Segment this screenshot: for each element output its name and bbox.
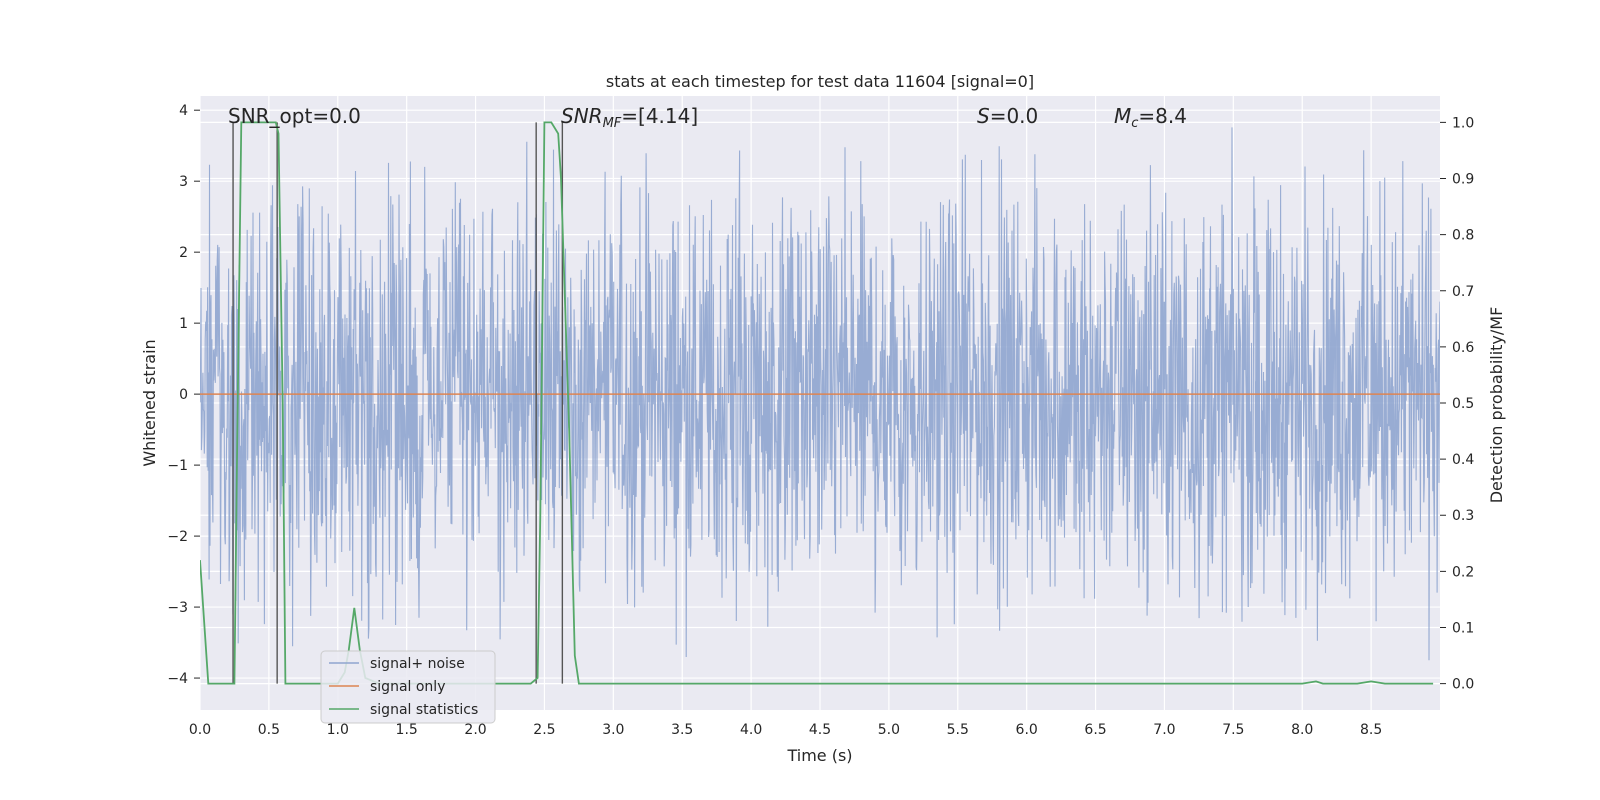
x-tick-label: 8.0 <box>1291 722 1313 738</box>
y-tick-label: −4 <box>167 671 188 687</box>
signal-noise-line <box>200 127 1440 661</box>
x-tick-label: 3.5 <box>671 722 693 738</box>
annotation-s: S=0.0 <box>977 104 1038 128</box>
legend-label-signal-only: signal only <box>370 679 445 695</box>
x-tick-label: 6.5 <box>1084 722 1106 738</box>
y2-tick-label: 0.4 <box>1452 452 1474 468</box>
y2-tick-label: 0.7 <box>1452 284 1474 300</box>
y2-tick-label: 0.9 <box>1452 172 1474 188</box>
x-tick-label: 6.0 <box>1016 722 1038 738</box>
x-tick-label: 4.5 <box>809 722 831 738</box>
x-tick-label: 5.5 <box>947 722 969 738</box>
x-axis-label: Time (s) <box>786 746 852 765</box>
annotation-mc: Mc=8.4 <box>1114 104 1187 131</box>
y-tick-label: 1 <box>179 316 188 332</box>
y2-tick-label: 0.8 <box>1452 228 1474 244</box>
x-tick-label: 0.0 <box>189 722 211 738</box>
x-tick-label: 8.5 <box>1360 722 1382 738</box>
y-axis-ticks: 4 3 2 1 0 −1 −2 −3 −4 <box>167 103 200 687</box>
y2-axis-label: Detection probability/MF <box>1487 307 1506 504</box>
chart-title: stats at each timestep for test data 116… <box>606 72 1034 91</box>
x-axis-ticks: 0.0 0.5 1.0 1.5 2.0 2.5 3.0 3.5 4.0 4.5 5.0 5.5 6.0 6… <box>189 722 1382 738</box>
x-tick-label: 7.5 <box>1222 722 1244 738</box>
series-signal-noise <box>200 127 1440 661</box>
legend-label-signal-statistics: signal statistics <box>370 702 478 718</box>
y2-tick-label: 0.1 <box>1452 620 1474 636</box>
y-tick-label: 3 <box>179 174 188 190</box>
x-tick-label: 4.0 <box>740 722 762 738</box>
y-axis-label: Whitened strain <box>140 339 159 466</box>
x-tick-label: 0.5 <box>258 722 280 738</box>
y2-tick-label: 0.5 <box>1452 396 1474 412</box>
y-tick-label: 2 <box>179 245 188 261</box>
y2-tick-label: 0.3 <box>1452 508 1474 524</box>
y2-tick-label: 0.2 <box>1452 564 1474 580</box>
x-tick-label: 5.0 <box>878 722 900 738</box>
y2-tick-label: 1.0 <box>1452 115 1474 131</box>
legend: signal+ noise signal only signal statist… <box>320 650 496 724</box>
x-tick-label: 7.0 <box>1153 722 1175 738</box>
x-tick-label: 1.0 <box>327 722 349 738</box>
y2-tick-label: 0.6 <box>1452 340 1474 356</box>
x-tick-label: 3.0 <box>602 722 624 738</box>
x-tick-label: 2.5 <box>533 722 555 738</box>
legend-label-signal-noise: signal+ noise <box>370 656 465 672</box>
x-tick-label: 1.5 <box>396 722 418 738</box>
y2-axis-ticks: 1.0 0.9 0.8 0.7 0.6 0.5 0.4 0.3 0.2 0.1 0.0 <box>1440 115 1474 693</box>
y-tick-label: −2 <box>167 529 188 545</box>
x-tick-label: 2.0 <box>464 722 486 738</box>
y-tick-label: −1 <box>167 458 188 474</box>
y-tick-label: 4 <box>179 103 188 119</box>
y-tick-label: −3 <box>167 600 188 616</box>
y2-tick-label: 0.0 <box>1452 677 1474 693</box>
y-tick-label: 0 <box>179 387 188 403</box>
annotation-snr-opt: SNR_opt=0.0 <box>228 104 361 128</box>
legend-box <box>320 650 496 724</box>
annotation-snr-mf: SNRMF=[4.14] <box>561 104 698 131</box>
